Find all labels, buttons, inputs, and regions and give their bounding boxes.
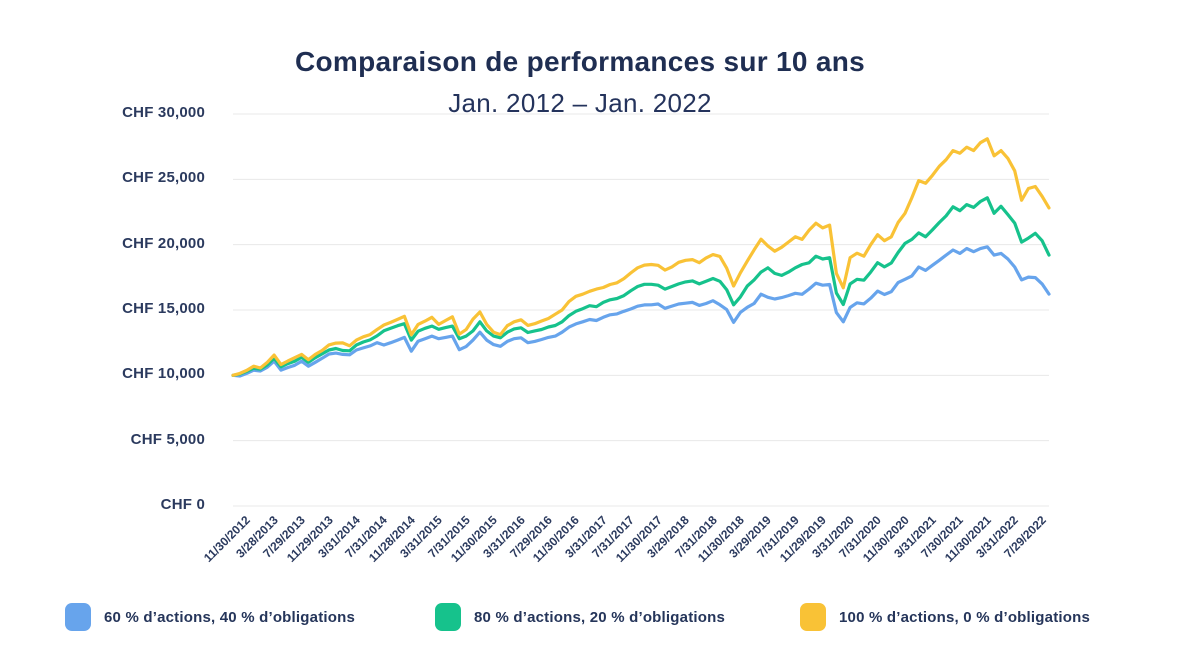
legend-swatch-yellow-icon: [800, 603, 826, 631]
legend-label: 100 % d’actions, 0 % d’obligations: [839, 608, 1091, 626]
series-line[interactable]: [231, 137, 1051, 377]
series-line[interactable]: [231, 196, 1051, 377]
legend-swatch-green-icon: [435, 603, 461, 631]
legend-swatch-blue-icon: [65, 603, 91, 631]
y-axis-label: CHF 10,000: [122, 365, 205, 383]
legend-item-80-20[interactable]: 80 % d’actions, 20 % d’obligations: [435, 600, 725, 634]
page-title: Comparaison de performances sur 10 ans: [294, 46, 866, 77]
legend-label: 80 % d’actions, 20 % d’obligations: [474, 608, 726, 626]
y-axis-label: CHF 20,000: [122, 234, 205, 252]
y-axis-label: CHF 0: [160, 496, 205, 513]
page-subtitle: Jan. 2012 – Jan. 2022: [448, 88, 712, 118]
y-axis-label: CHF 30,000: [122, 104, 205, 121]
legend-item-100-0[interactable]: 100 % d’actions, 0 % d’obligations: [800, 600, 1090, 634]
legend-label: 60 % d’actions, 40 % d’obligations: [104, 608, 356, 626]
y-axis-label: CHF 15,000: [122, 300, 205, 317]
chart-legend: 60 % d’actions, 40 % d’obligations 80 % …: [0, 600, 1200, 640]
y-axis-label: CHF 25,000: [122, 169, 205, 187]
y-axis-label: CHF 5,000: [130, 430, 205, 448]
legend-item-60-40[interactable]: 60 % d’actions, 40 % d’obligations: [65, 600, 355, 634]
series-line[interactable]: [231, 245, 1051, 378]
